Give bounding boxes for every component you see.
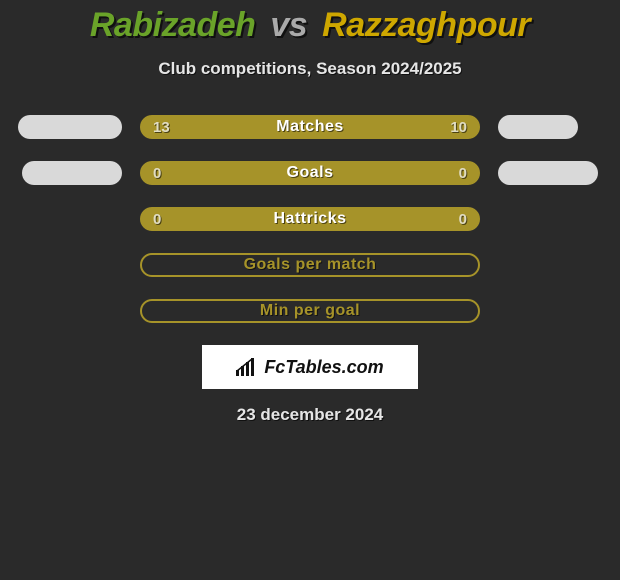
stats-container: 13 Matches 10 0 Goals 0 0 Hattricks 0 Go… — [0, 115, 620, 323]
vs-text: vs — [270, 6, 307, 44]
bar-mpg: Min per goal — [140, 299, 480, 323]
date-text: 23 december 2024 — [0, 405, 620, 425]
pill-left-goals — [22, 161, 122, 185]
brand-bars-icon — [236, 358, 258, 376]
page-title: Rabizadeh vs Razzaghpour — [0, 0, 620, 45]
bar-goals: 0 Goals 0 — [140, 161, 480, 185]
subtitle: Club competitions, Season 2024/2025 — [0, 59, 620, 79]
val-left-hattricks: 0 — [153, 208, 161, 230]
brand-plate: FcTables.com — [202, 345, 418, 389]
stat-row-mpg: Min per goal — [140, 299, 480, 323]
val-left-matches: 13 — [153, 116, 170, 138]
val-right-hattricks: 0 — [459, 208, 467, 230]
pill-right-goals — [498, 161, 598, 185]
pill-right-matches — [498, 115, 578, 139]
player1-name: Rabizadeh — [90, 6, 256, 44]
label-gpm: Goals per match — [244, 256, 377, 274]
bar-hattricks: 0 Hattricks 0 — [140, 207, 480, 231]
label-matches: Matches — [276, 118, 344, 136]
pill-left-matches — [18, 115, 122, 139]
bar-matches: 13 Matches 10 — [140, 115, 480, 139]
val-right-goals: 0 — [459, 162, 467, 184]
stat-row-gpm: Goals per match — [140, 253, 480, 277]
stat-row-hattricks: 0 Hattricks 0 — [140, 207, 480, 231]
player2-name: Razzaghpour — [322, 6, 530, 44]
label-goals: Goals — [287, 164, 334, 182]
stat-row-matches: 13 Matches 10 — [140, 115, 480, 139]
brand-text: FcTables.com — [264, 357, 383, 378]
stat-row-goals: 0 Goals 0 — [140, 161, 480, 185]
val-left-goals: 0 — [153, 162, 161, 184]
bar-gpm: Goals per match — [140, 253, 480, 277]
val-right-matches: 10 — [450, 116, 467, 138]
label-mpg: Min per goal — [260, 302, 360, 320]
label-hattricks: Hattricks — [274, 210, 347, 228]
